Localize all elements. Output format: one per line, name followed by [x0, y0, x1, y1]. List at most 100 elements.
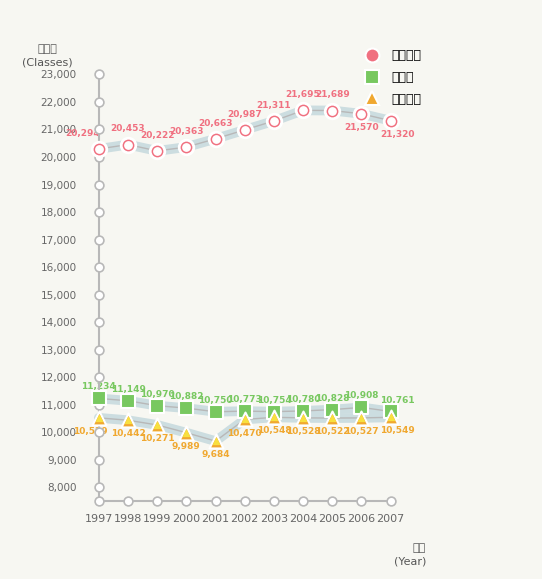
Point: [94, 144, 103, 153]
Text: 10,754: 10,754: [256, 395, 291, 405]
Point: [94, 318, 103, 327]
Text: 10,470: 10,470: [228, 428, 262, 438]
Point: [94, 497, 103, 506]
Point: [357, 413, 366, 423]
Point: [299, 413, 307, 423]
Text: 21,311: 21,311: [256, 101, 291, 110]
Point: [269, 413, 278, 422]
Text: 20,294: 20,294: [65, 129, 100, 138]
Point: [241, 125, 249, 134]
Point: [211, 407, 220, 416]
Point: [357, 497, 366, 506]
Text: 연도
(Year): 연도 (Year): [394, 543, 426, 567]
Point: [357, 109, 366, 119]
Point: [357, 109, 366, 119]
Point: [124, 416, 132, 425]
Point: [299, 413, 307, 423]
Point: [386, 116, 395, 125]
Point: [241, 125, 249, 134]
Text: 20,363: 20,363: [169, 127, 204, 136]
Point: [153, 146, 162, 156]
Point: [94, 125, 103, 134]
Point: [182, 142, 191, 152]
Text: 10,529: 10,529: [73, 427, 108, 436]
Point: [328, 497, 337, 506]
Point: [269, 413, 278, 422]
Text: 20,453: 20,453: [111, 124, 145, 133]
Point: [94, 180, 103, 189]
Text: 20,663: 20,663: [198, 119, 233, 127]
Legend: 초등학교, 중학교, 고등학교: 초등학교, 중학교, 고등학교: [355, 45, 426, 111]
Point: [328, 405, 337, 414]
Point: [153, 420, 162, 430]
Point: [94, 152, 103, 162]
Point: [386, 407, 395, 416]
Point: [357, 413, 366, 423]
Text: 11,149: 11,149: [111, 385, 145, 394]
Text: 10,828: 10,828: [315, 394, 350, 402]
Point: [241, 415, 249, 424]
Text: 10,761: 10,761: [380, 395, 415, 405]
Point: [182, 142, 191, 152]
Point: [94, 207, 103, 217]
Text: 10,549: 10,549: [380, 426, 415, 435]
Text: 10,970: 10,970: [140, 390, 175, 399]
Point: [211, 437, 220, 446]
Point: [182, 497, 191, 506]
Point: [124, 396, 132, 405]
Point: [153, 401, 162, 411]
Point: [328, 106, 337, 115]
Point: [94, 70, 103, 79]
Point: [211, 497, 220, 506]
Point: [94, 413, 103, 423]
Point: [386, 116, 395, 125]
Text: 10,750: 10,750: [198, 396, 233, 405]
Point: [124, 140, 132, 149]
Point: [94, 373, 103, 382]
Point: [94, 235, 103, 244]
Text: 학급수
(Classes): 학급수 (Classes): [22, 45, 73, 68]
Point: [94, 455, 103, 464]
Point: [211, 134, 220, 144]
Point: [299, 497, 307, 506]
Point: [269, 116, 278, 126]
Point: [299, 406, 307, 416]
Point: [241, 406, 249, 416]
Point: [269, 116, 278, 126]
Text: 10,548: 10,548: [256, 426, 291, 435]
Point: [94, 394, 103, 403]
Point: [94, 428, 103, 437]
Text: 21,570: 21,570: [344, 123, 379, 132]
Text: 10,908: 10,908: [344, 391, 379, 401]
Point: [94, 483, 103, 492]
Point: [153, 146, 162, 156]
Text: 10,773: 10,773: [227, 395, 262, 404]
Text: 21,689: 21,689: [315, 90, 350, 100]
Point: [153, 420, 162, 430]
Point: [182, 428, 191, 437]
Point: [94, 345, 103, 354]
Text: 10,442: 10,442: [111, 429, 145, 438]
Point: [124, 416, 132, 425]
Point: [211, 134, 220, 144]
Point: [386, 497, 395, 506]
Point: [94, 413, 103, 423]
Point: [241, 415, 249, 424]
Text: 20,222: 20,222: [140, 131, 175, 140]
Point: [299, 106, 307, 115]
Point: [328, 106, 337, 115]
Point: [124, 497, 132, 506]
Point: [299, 106, 307, 115]
Point: [357, 403, 366, 412]
Point: [94, 290, 103, 299]
Text: 10,522: 10,522: [315, 427, 350, 436]
Text: 9,684: 9,684: [201, 450, 230, 459]
Point: [124, 140, 132, 149]
Point: [182, 428, 191, 437]
Point: [241, 497, 249, 506]
Text: 10,780: 10,780: [286, 395, 320, 404]
Point: [386, 413, 395, 422]
Point: [386, 413, 395, 422]
Point: [94, 97, 103, 107]
Text: 21,695: 21,695: [286, 90, 320, 99]
